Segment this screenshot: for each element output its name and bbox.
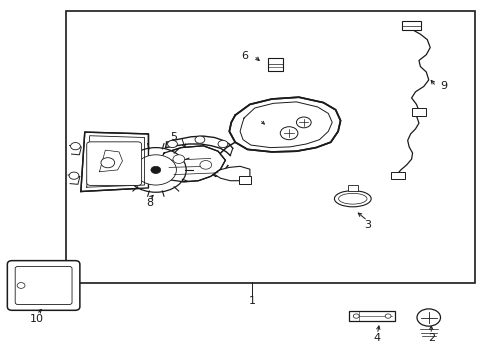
Circle shape [71, 143, 80, 150]
Circle shape [200, 161, 212, 169]
Polygon shape [213, 166, 250, 181]
Ellipse shape [334, 191, 371, 207]
Bar [268, 58, 283, 71]
Circle shape [385, 314, 391, 318]
Bar [348, 185, 358, 191]
Polygon shape [157, 146, 225, 182]
Circle shape [173, 155, 185, 163]
Circle shape [296, 117, 311, 128]
Polygon shape [229, 97, 341, 152]
FancyBboxPatch shape [87, 142, 142, 185]
Text: 5: 5 [171, 132, 177, 142]
Circle shape [218, 140, 228, 148]
Text: 4: 4 [374, 333, 381, 343]
Text: 6: 6 [242, 51, 248, 61]
Text: 8: 8 [146, 198, 153, 208]
Bar [412, 108, 426, 116]
Bar [391, 172, 405, 179]
Text: 10: 10 [30, 314, 44, 324]
Circle shape [125, 148, 186, 192]
Text: 7: 7 [87, 150, 94, 160]
Circle shape [101, 158, 115, 168]
Circle shape [353, 314, 359, 318]
FancyBboxPatch shape [15, 266, 72, 305]
Text: 1: 1 [249, 296, 256, 306]
Circle shape [195, 136, 205, 143]
Circle shape [168, 140, 177, 148]
Bar [349, 311, 395, 321]
Text: 3: 3 [364, 220, 371, 230]
Bar [402, 21, 421, 30]
Circle shape [17, 283, 25, 288]
Text: 2: 2 [428, 333, 435, 343]
FancyBboxPatch shape [7, 261, 80, 310]
Circle shape [135, 155, 176, 185]
Circle shape [151, 166, 161, 174]
Polygon shape [81, 132, 148, 192]
Text: 9: 9 [440, 81, 447, 91]
Circle shape [417, 309, 441, 326]
Circle shape [280, 127, 298, 140]
Bar [239, 176, 251, 184]
Circle shape [69, 172, 79, 179]
Ellipse shape [339, 193, 367, 204]
Bar [66, 11, 475, 283]
